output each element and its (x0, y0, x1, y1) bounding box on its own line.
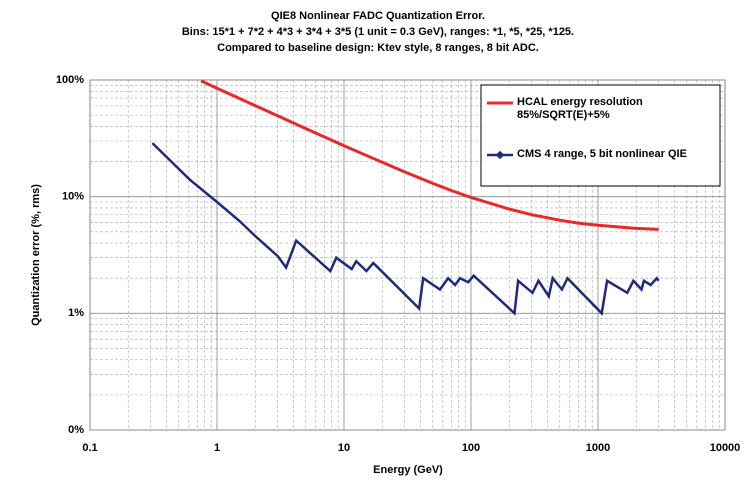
legend-label: CMS 4 range, 5 bit nonlinear QIE (517, 148, 687, 160)
x-tick-label: 10 (338, 442, 350, 454)
y-tick-label: 100% (56, 74, 84, 86)
data-line (151, 142, 660, 316)
y-axis-label: Quantization error (%, rms) (30, 184, 42, 326)
y-tick-label: 0% (68, 424, 84, 436)
legend-marker (495, 150, 505, 160)
legend-label: HCAL energy resolution 85%/SQRT(E)+5% (517, 96, 643, 121)
y-tick-label: 1% (68, 307, 84, 319)
x-axis-label: Energy (GeV) (373, 464, 443, 476)
x-tick-label: 1000 (586, 442, 610, 454)
x-tick-label: 100 (462, 442, 480, 454)
chart-title: QIE8 Nonlinear FADC Quantization Error. (271, 10, 485, 22)
x-tick-label: 10000 (710, 442, 741, 454)
x-tick-label: 0.1 (82, 442, 97, 454)
y-tick-label: 10% (62, 191, 84, 203)
chart-subtitle: Bins: 15*1 + 7*2 + 4*3 + 3*4 + 3*5 (1 un… (182, 26, 574, 38)
plot-series (151, 80, 660, 316)
chart-subtitle: Compared to baseline design: Ktev style,… (217, 42, 539, 54)
legend-box (480, 84, 721, 187)
x-tick-label: 1 (214, 442, 220, 454)
data-line (200, 80, 659, 231)
